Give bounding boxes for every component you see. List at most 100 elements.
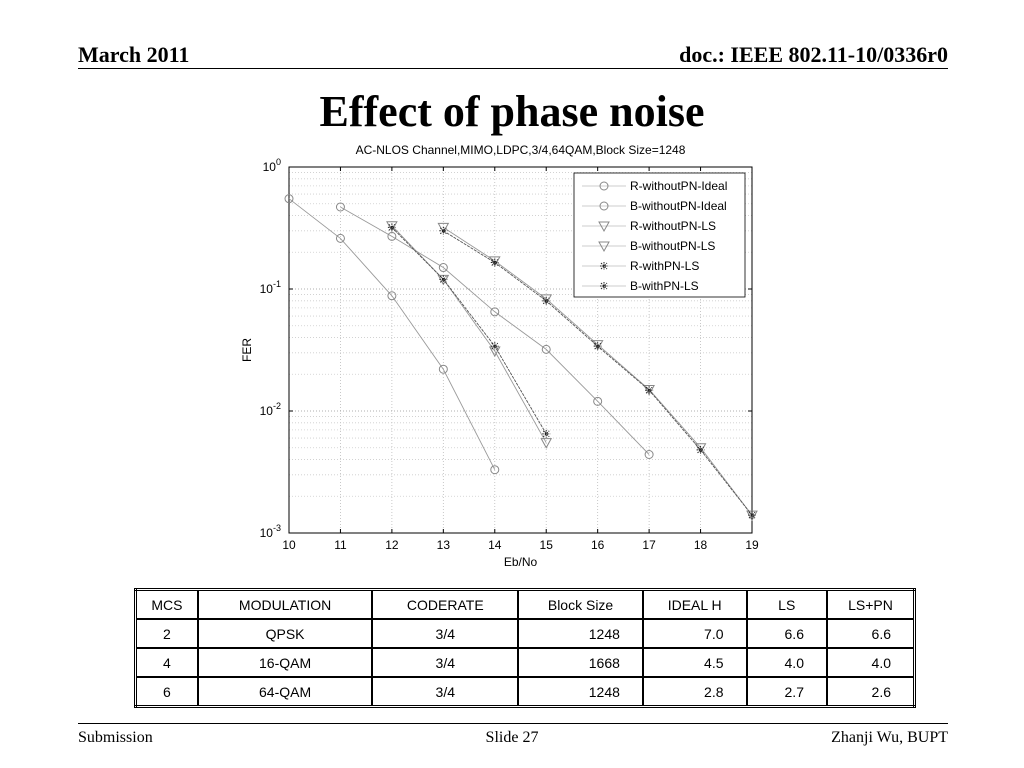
table-cell: 2.8 xyxy=(641,676,748,708)
data-point xyxy=(591,340,604,351)
data-point xyxy=(694,443,707,454)
x-tick-label: 10 xyxy=(282,538,296,552)
data-point xyxy=(386,221,398,232)
mcs-table: MCS MODULATION CODERATE Block Size IDEAL H LS… xyxy=(134,588,916,708)
fer-chart: 10 11 12 13 14 15 16 17 18 19 100 10-1 10-2 10-3 AC-NL… xyxy=(240,143,759,569)
legend-label: B-withoutPN-LS xyxy=(630,239,715,253)
table-cell: 4 xyxy=(134,647,199,678)
series-line xyxy=(288,198,496,470)
data-point xyxy=(438,263,448,273)
data-point xyxy=(439,275,448,284)
x-tick-label: 18 xyxy=(694,538,708,552)
data-point xyxy=(387,231,397,241)
legend-label: R-withPN-LS xyxy=(630,259,699,273)
legend-marker xyxy=(598,241,610,253)
table-header-cell: IDEAL H xyxy=(641,588,748,620)
y-tick-label: 10-1 xyxy=(260,279,281,296)
table-cell: 3/4 xyxy=(371,676,520,708)
series-B-withPN-LS xyxy=(439,226,756,520)
legend-marker xyxy=(599,201,609,211)
table-header-cell: MCS xyxy=(134,588,199,620)
legend-marker xyxy=(599,181,609,191)
table-row: 2 QPSK 3/4 1248 7.0 6.6 6.6 xyxy=(134,618,916,649)
table-cell: 4.0 xyxy=(825,647,916,678)
table-cell: 4.0 xyxy=(745,647,828,678)
x-tick-label: 13 xyxy=(437,538,451,552)
data-point xyxy=(593,396,603,406)
data-point xyxy=(490,307,500,317)
table-cell: 3/4 xyxy=(371,647,520,678)
header-rule xyxy=(78,68,948,69)
data-point xyxy=(438,364,448,374)
table-cell: 1668 xyxy=(517,647,644,678)
data-point xyxy=(335,202,345,212)
table-cell: 16-QAM xyxy=(196,647,374,678)
x-tick-label: 14 xyxy=(488,538,502,552)
table-row: 6 64-QAM 3/4 1248 2.8 2.7 2.6 xyxy=(134,676,916,708)
table-cell: 6.6 xyxy=(825,618,916,649)
table-cell: 7.0 xyxy=(641,618,748,649)
y-axis-label: FER xyxy=(240,338,254,362)
series-line xyxy=(443,230,753,516)
table-cell: 2.7 xyxy=(745,676,828,708)
legend-box xyxy=(573,172,746,298)
table-cell: 2 xyxy=(134,618,199,649)
legend-label: B-withPN-LS xyxy=(630,279,699,293)
data-point xyxy=(284,194,294,204)
mcs-table-body: MCS MODULATION CODERATE Block Size IDEAL H LS… xyxy=(134,588,916,708)
y-tick-label: 100 xyxy=(263,157,281,174)
footer-author: Zhanji Wu, BUPT xyxy=(831,729,948,746)
y-tick-label: 10-2 xyxy=(260,401,281,418)
data-point xyxy=(645,386,654,395)
data-point xyxy=(488,346,501,358)
data-point xyxy=(542,296,551,305)
data-point xyxy=(335,233,345,243)
footer-submission: Submission xyxy=(78,729,153,746)
chart-title: AC-NLOS Channel,MIMO,LDPC,3/4,64QAM,Bloc… xyxy=(356,143,686,157)
series-line xyxy=(443,227,753,516)
slide-title: Effect of phase noise xyxy=(319,87,705,136)
plot-frame xyxy=(288,166,753,534)
y-tick-label: 10-3 xyxy=(260,523,281,540)
table-cell: QPSK xyxy=(196,618,374,649)
legend-label: R-withoutPN-LS xyxy=(630,219,716,233)
table-cell: 1248 xyxy=(517,618,644,649)
legend-label: B-withoutPN-Ideal xyxy=(630,199,727,213)
legend: R-withoutPN-Ideal B-withoutPN-Ideal R-with… xyxy=(573,172,746,298)
data-point xyxy=(644,449,654,459)
header-date: March 2011 xyxy=(78,42,190,67)
table-cell: 3/4 xyxy=(371,618,520,649)
series-line xyxy=(340,206,650,455)
x-tick-label: 15 xyxy=(540,538,554,552)
x-axis-label: Eb/No xyxy=(504,555,538,569)
series-line xyxy=(391,225,547,443)
table-cell: 6.6 xyxy=(745,618,828,649)
table-header-cell: Block Size xyxy=(517,588,644,620)
data-point xyxy=(540,438,553,449)
x-tick-label: 16 xyxy=(591,538,605,552)
data-point xyxy=(748,511,756,520)
data-point xyxy=(387,291,397,301)
table-cell: 2.6 xyxy=(825,676,916,708)
footer-slide-number: Slide 27 xyxy=(485,729,539,746)
table-header-cell: CODERATE xyxy=(371,588,520,620)
series-R-withoutPN-Ideal xyxy=(284,194,500,475)
table-header-cell: MODULATION xyxy=(196,588,374,620)
legend-marker xyxy=(600,282,608,290)
series-line xyxy=(391,227,547,435)
legend-marker xyxy=(600,262,608,270)
table-row: 4 16-QAM 3/4 1668 4.5 4.0 4.0 xyxy=(134,647,916,678)
x-tick-label: 12 xyxy=(385,538,399,552)
table-cell: 64-QAM xyxy=(196,676,374,708)
header-doc-id: doc.: IEEE 802.11-10/0336r0 xyxy=(679,42,948,67)
table-header-cell: LS+PN xyxy=(825,588,916,620)
table-cell: 6 xyxy=(134,676,199,708)
x-tick-label: 17 xyxy=(642,538,656,552)
table-cell: 1248 xyxy=(517,676,644,708)
data-point xyxy=(439,226,448,235)
data-point xyxy=(541,344,551,354)
legend-label: R-withoutPN-Ideal xyxy=(630,179,727,193)
table-header-cell: LS xyxy=(745,588,828,620)
x-tick-label: 19 xyxy=(745,538,759,552)
table-header-row: MCS MODULATION CODERATE Block Size IDEAL H LS… xyxy=(134,588,916,620)
